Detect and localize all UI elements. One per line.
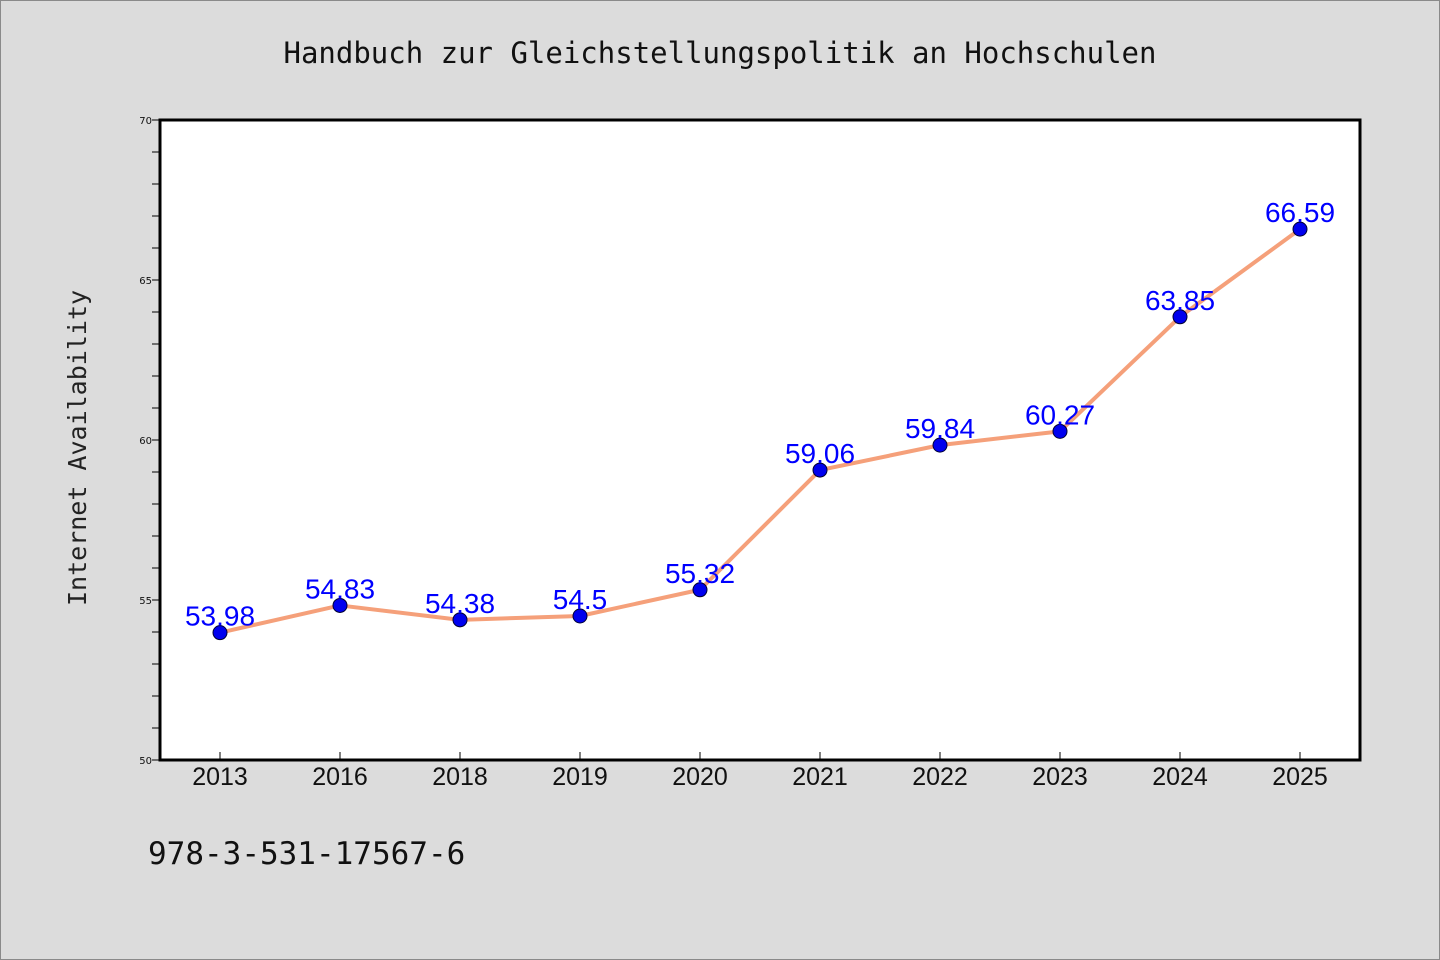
y-tick-label: 70 — [139, 116, 152, 127]
data-label: 54.38 — [425, 588, 495, 619]
data-label: 54.83 — [305, 573, 375, 604]
x-tick-label: 2022 — [912, 763, 968, 791]
data-point — [452, 612, 468, 628]
series-layer — [212, 221, 1308, 641]
y-tick-label: 60 — [139, 436, 152, 447]
data-label: 54.5 — [553, 584, 608, 615]
x-tick-label: 2019 — [552, 763, 608, 791]
x-tick-label: 2020 — [672, 763, 728, 791]
y-tick-label: 65 — [139, 276, 152, 287]
x-tick-label: 2025 — [1272, 763, 1328, 791]
data-point — [332, 597, 348, 613]
data-point — [1292, 221, 1308, 237]
x-tick-label: 2024 — [1152, 763, 1208, 791]
data-point — [212, 625, 228, 641]
x-tick-label: 2023 — [1032, 763, 1088, 791]
data-label: 59.84 — [905, 413, 975, 444]
data-label: 66.59 — [1265, 197, 1335, 228]
data-label: 53.98 — [185, 601, 255, 632]
y-axis-label: Internet Availability — [63, 290, 92, 606]
data-label: 55.32 — [665, 558, 735, 589]
data-label-layer: 53.98 54.83 54.38 54.5 55.32 59.06 59.84 60.27 6… — [185, 197, 1335, 632]
y-tick-label: 55 — [139, 596, 152, 607]
data-point — [932, 437, 948, 453]
series-line — [218, 227, 1302, 635]
data-point — [1172, 309, 1188, 325]
chart-title: Handbuch zur Gleichstellungspolitik an H… — [284, 36, 1157, 70]
data-label: 59.06 — [785, 438, 855, 469]
data-label: 63.85 — [1145, 285, 1215, 316]
x-axis: 2013 2016 2018 2019 2020 2021 2022 2023 2024 2025 — [192, 752, 1328, 791]
y-axis: 50 55 60 65 70 — [139, 116, 160, 767]
plot-area — [158, 118, 1362, 762]
isbn-text: 978-3-531-17567-6 — [148, 836, 465, 872]
x-tick-label: 2016 — [312, 763, 368, 791]
data-point — [812, 462, 828, 478]
data-point — [1052, 423, 1068, 439]
data-point — [692, 582, 708, 598]
data-point — [572, 608, 588, 624]
x-tick-label: 2021 — [792, 763, 848, 791]
y-tick-label: 50 — [139, 756, 152, 767]
data-label: 60.27 — [1025, 399, 1095, 430]
x-tick-label: 2013 — [192, 763, 248, 791]
x-tick-label: 2018 — [432, 763, 488, 791]
